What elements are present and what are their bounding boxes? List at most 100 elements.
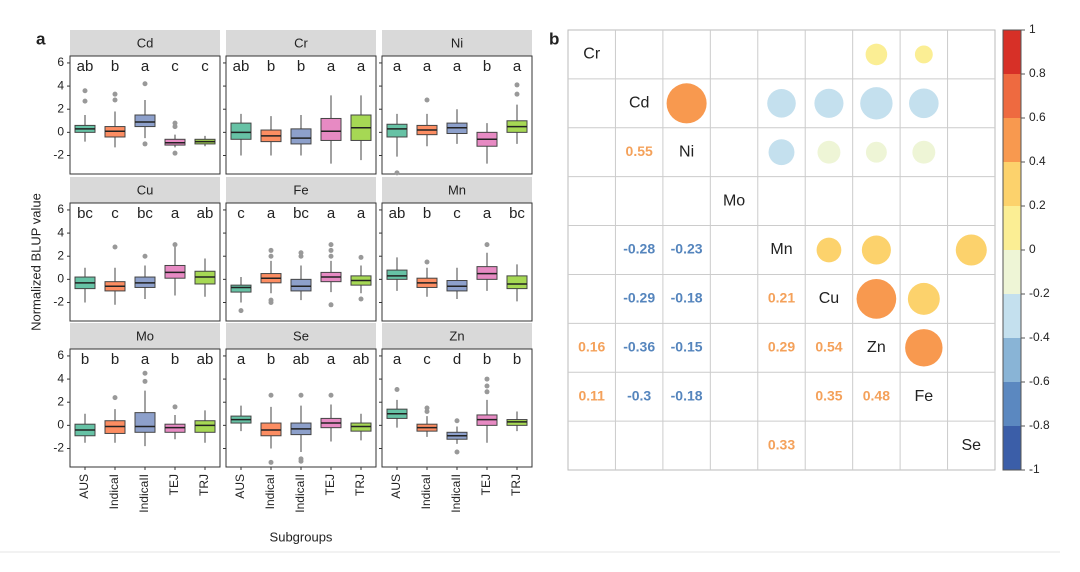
group-letter: a [171,205,180,222]
group-letter: a [513,58,522,75]
x-tick-label: AUS [233,474,247,499]
box [320,117,342,141]
box [134,114,156,128]
outlier [268,299,274,305]
facet-title: Mn [448,182,466,197]
outlier [328,302,334,308]
y-tick-label: -2 [53,295,64,309]
x-tick-label: TEJ [323,474,337,495]
facet-panel [225,202,377,322]
facet-strip [382,30,532,56]
group-letter: c [237,205,245,222]
outlier [298,458,304,464]
y-tick-label: 4 [57,225,64,239]
colorbar-band [1003,162,1021,206]
x-tick-label: IndicaI [263,474,277,509]
group-letter: b [171,351,179,368]
outlier [514,91,520,97]
correlation-value: 0.16 [578,338,605,354]
x-tick-label: IndicaII [449,474,463,513]
colorbar-band [1003,206,1021,250]
colorbar-tick-label: -0.2 [1029,286,1050,300]
facet-strip [382,323,532,349]
group-letter: c [111,205,119,222]
facet-strip [70,177,220,203]
group-letter: a [357,205,366,222]
outlier [142,370,148,376]
box [230,122,252,140]
outlier [268,247,274,253]
colorbar-band [1003,294,1021,338]
correlation-value: -0.18 [671,387,703,403]
correlation-value: 0.55 [626,143,653,159]
outlier [358,254,364,260]
group-letter: ab [197,205,214,222]
colorbar-band [1003,250,1021,294]
box [290,278,312,292]
y-tick-label: 2 [57,394,64,408]
facet-strip [226,30,376,56]
outlier [454,449,460,455]
correlation-circle [865,141,887,163]
group-letter: ab [197,351,214,368]
correlation-value: 0.54 [815,338,842,354]
variable-label: Cu [819,290,839,307]
outlier [172,124,178,130]
colorbar-tick-label: 0 [1029,242,1036,256]
group-letter: b [267,58,275,75]
group-letter: a [327,351,336,368]
outlier [424,259,430,265]
y-tick-label: 6 [57,55,64,69]
colorbar-tick-label: 1 [1029,22,1036,36]
colorbar-tick-label: 0.2 [1029,198,1046,212]
facet-panel [381,202,533,322]
box [230,284,252,293]
correlation-value: -0.29 [623,290,655,306]
correlation-circle [861,235,891,265]
y-tick-label: -2 [53,441,64,455]
outlier [112,244,118,250]
variable-label: Se [961,437,981,454]
group-letter: d [453,351,461,368]
group-letter: b [513,351,521,368]
outlier [454,418,460,424]
x-tick-label: IndicaI [419,474,433,509]
variable-label: Cr [583,46,601,63]
variable-label: Ni [679,143,694,160]
variable-label: Fe [914,388,933,405]
outlier [484,383,490,389]
group-letter: ab [293,351,310,368]
group-letter: b [423,205,431,222]
outlier [142,253,148,259]
variable-label: Zn [867,339,886,356]
colorbar-band [1003,426,1021,470]
outlier [268,253,274,259]
correlation-circle [912,140,936,164]
x-tick-label: TRJ [509,474,523,496]
outlier [82,98,88,104]
group-letter: a [327,58,336,75]
group-letter: a [393,351,402,368]
correlation-circle [905,329,943,367]
group-letter: b [81,351,89,368]
group-letter: a [141,58,150,75]
colorbar-tick-label: 0.4 [1029,154,1046,168]
outlier [484,376,490,382]
outlier [328,242,334,248]
outlier [298,250,304,256]
group-letter: a [393,58,402,75]
y-tick-label: 4 [57,371,64,385]
correlation-circle [817,140,841,164]
outlier [424,97,430,103]
group-letter: b [111,58,119,75]
variable-label: Mo [723,192,745,209]
variable-label: Mn [770,241,792,258]
correlation-circle [907,282,940,315]
correlation-circle [914,45,933,64]
group-letter: b [483,351,491,368]
outlier [514,82,520,88]
correlation-value: 0.29 [768,338,795,354]
x-axis-label: Subgroups [270,529,333,544]
